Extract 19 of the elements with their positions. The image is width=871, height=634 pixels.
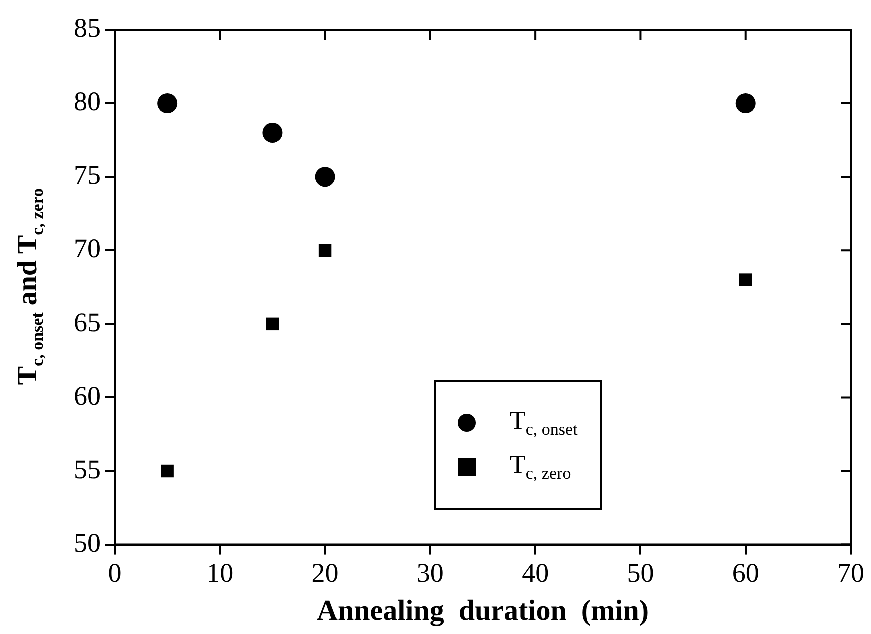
y-tick-label: 60	[74, 380, 101, 411]
y-tick-label: 85	[74, 13, 101, 44]
x-tick-label: 40	[522, 558, 550, 588]
y-tick-label: 50	[74, 528, 101, 558]
x-tick-label: 20	[312, 558, 339, 588]
y-tick-label: 70	[74, 234, 101, 264]
legend-label: T$_{c, zero}$	[510, 450, 572, 484]
x-tick-label: 30	[416, 558, 444, 588]
legend-label: T$_{c, onset}$	[510, 406, 578, 440]
y-tick-label: 65	[74, 307, 101, 338]
y-tick-label: 80	[74, 86, 101, 117]
x-tick-label: 60	[732, 558, 760, 588]
x-tick-label: 10	[206, 558, 234, 588]
x-tick-label: 50	[627, 558, 654, 588]
y-tick-label: 75	[74, 160, 101, 190]
x-axis-title: Annealing duration (min)	[317, 595, 649, 628]
x-tick-label: 0	[108, 558, 122, 588]
x-tick-label: 70	[838, 558, 864, 588]
y-tick-label: 55	[74, 454, 101, 484]
